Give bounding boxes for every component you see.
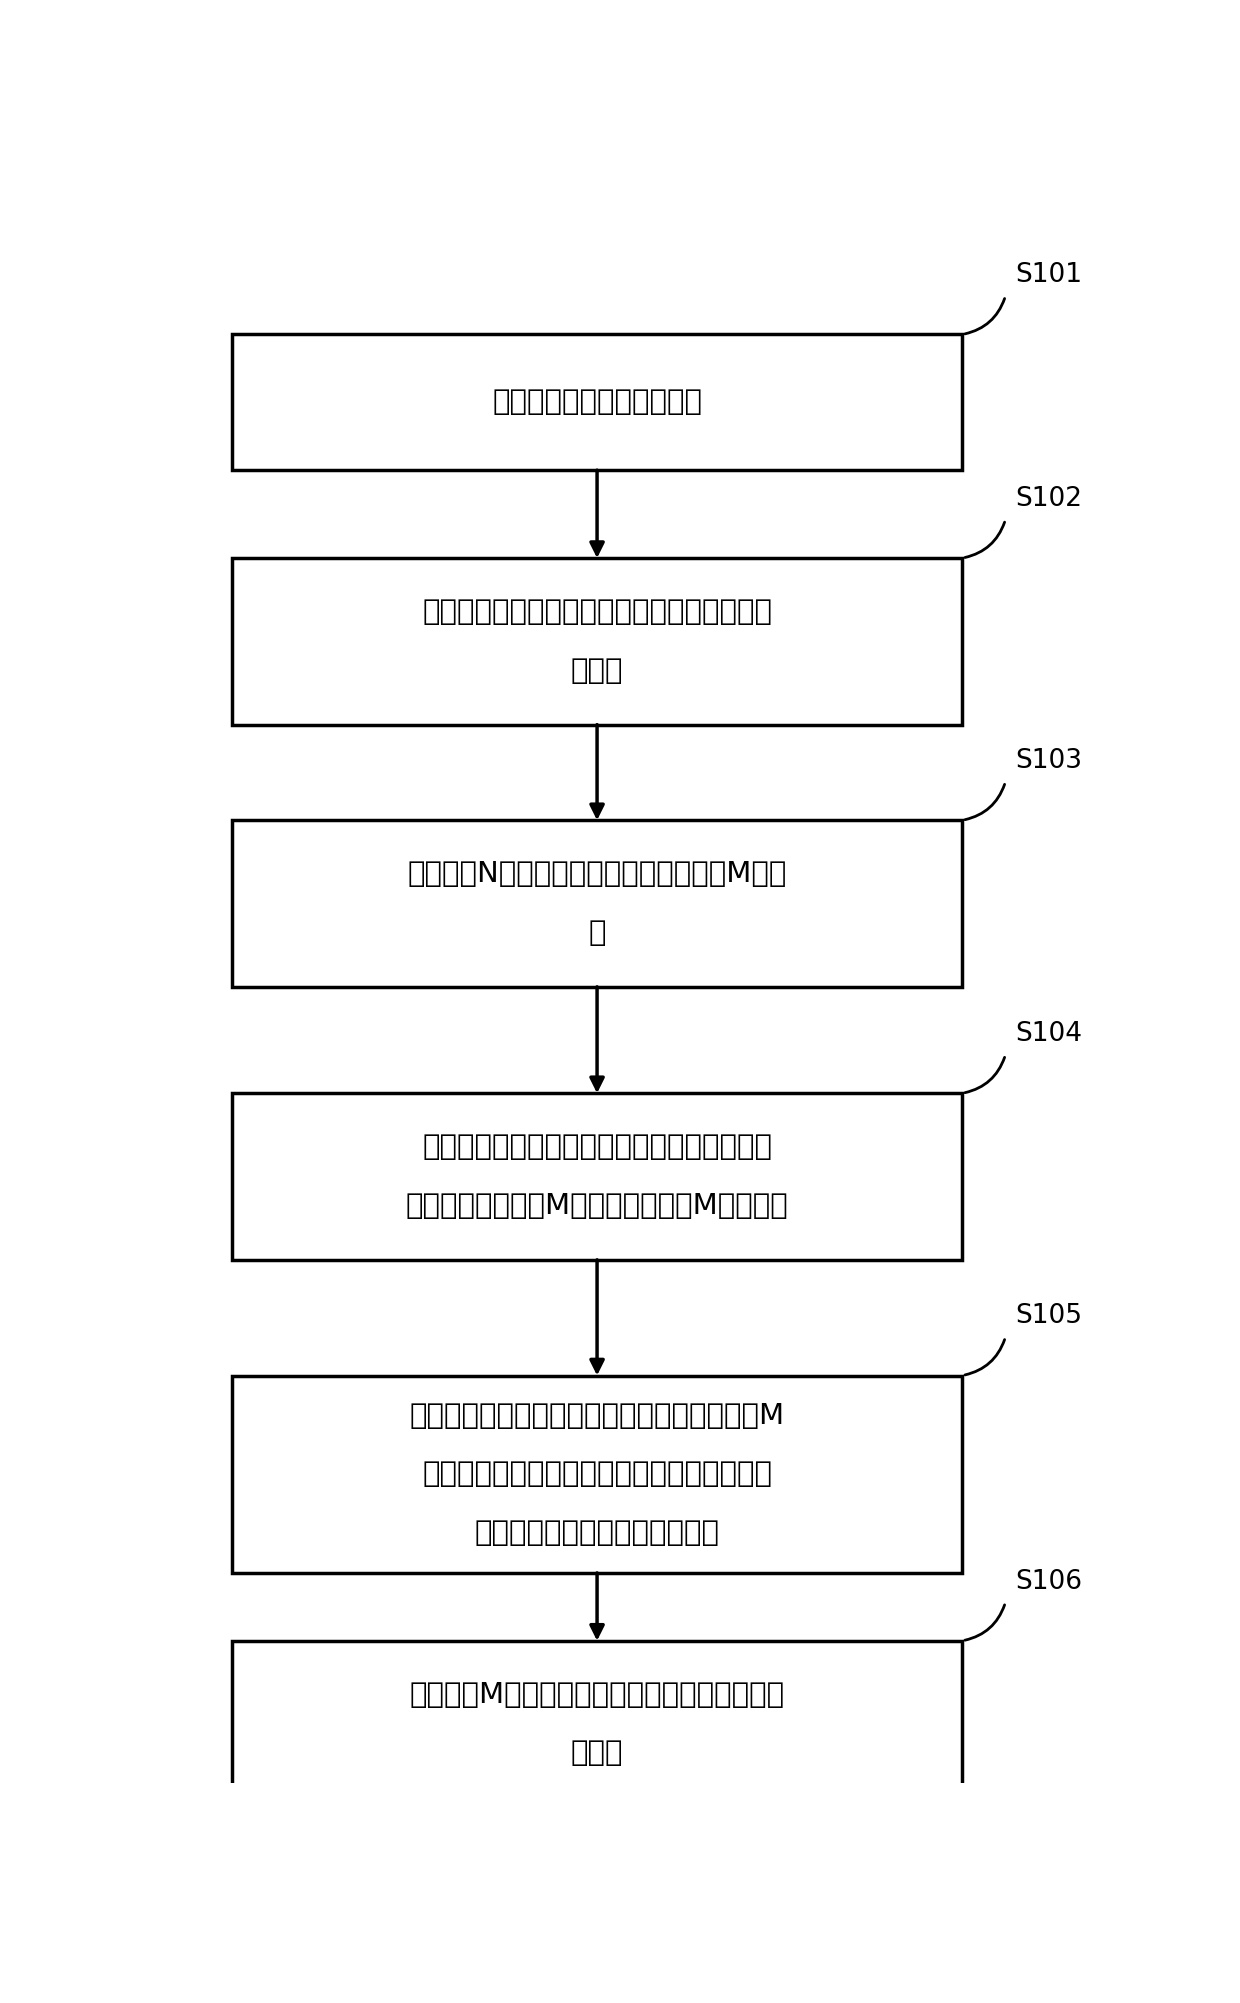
Text: 图: 图 bbox=[588, 919, 606, 947]
Text: 局地图: 局地图 bbox=[570, 1739, 624, 1767]
Text: 个子图的过程中，进行闭环检测，并对每一帧: 个子图的过程中，进行闭环检测，并对每一帧 bbox=[422, 1460, 773, 1488]
Text: S104: S104 bbox=[1016, 1022, 1083, 1048]
Text: 在采集第N帧所述激光雷达数据时创建第M个子: 在采集第N帧所述激光雷达数据时创建第M个子 bbox=[408, 859, 786, 887]
Text: 所述激光雷达数据进行初値优化: 所述激光雷达数据进行初値优化 bbox=[475, 1518, 719, 1546]
Text: S101: S101 bbox=[1016, 262, 1083, 288]
FancyBboxPatch shape bbox=[232, 1376, 962, 1572]
Text: S106: S106 bbox=[1016, 1568, 1083, 1594]
Text: 根据所述M个子地图构建基于所述目标范围的全: 根据所述M个子地图构建基于所述目标范围的全 bbox=[409, 1681, 785, 1709]
FancyBboxPatch shape bbox=[232, 335, 962, 471]
Text: S102: S102 bbox=[1016, 487, 1083, 513]
Text: 控制小车在目标范围内运动: 控制小车在目标范围内运动 bbox=[492, 389, 702, 417]
FancyBboxPatch shape bbox=[232, 559, 962, 725]
FancyBboxPatch shape bbox=[232, 1094, 962, 1260]
Text: 通过相关扫描匹配，将预设帧数的所述激光雷: 通过相关扫描匹配，将预设帧数的所述激光雷 bbox=[422, 1134, 773, 1162]
Text: 达数据: 达数据 bbox=[570, 657, 624, 685]
Text: 通过设置于所述小车上的激光雷达采集激光雷: 通过设置于所述小车上的激光雷达采集激光雷 bbox=[422, 599, 773, 627]
FancyBboxPatch shape bbox=[232, 1640, 962, 1807]
Text: 在所述将预设帧数的所述激光雷达数据插入第M: 在所述将预设帧数的所述激光雷达数据插入第M bbox=[409, 1402, 785, 1430]
FancyBboxPatch shape bbox=[232, 821, 962, 987]
Text: S103: S103 bbox=[1016, 747, 1083, 773]
Text: S105: S105 bbox=[1016, 1304, 1083, 1330]
Text: 达数据插入所述第M个子图中，获得M个子地图: 达数据插入所述第M个子图中，获得M个子地图 bbox=[405, 1192, 789, 1220]
